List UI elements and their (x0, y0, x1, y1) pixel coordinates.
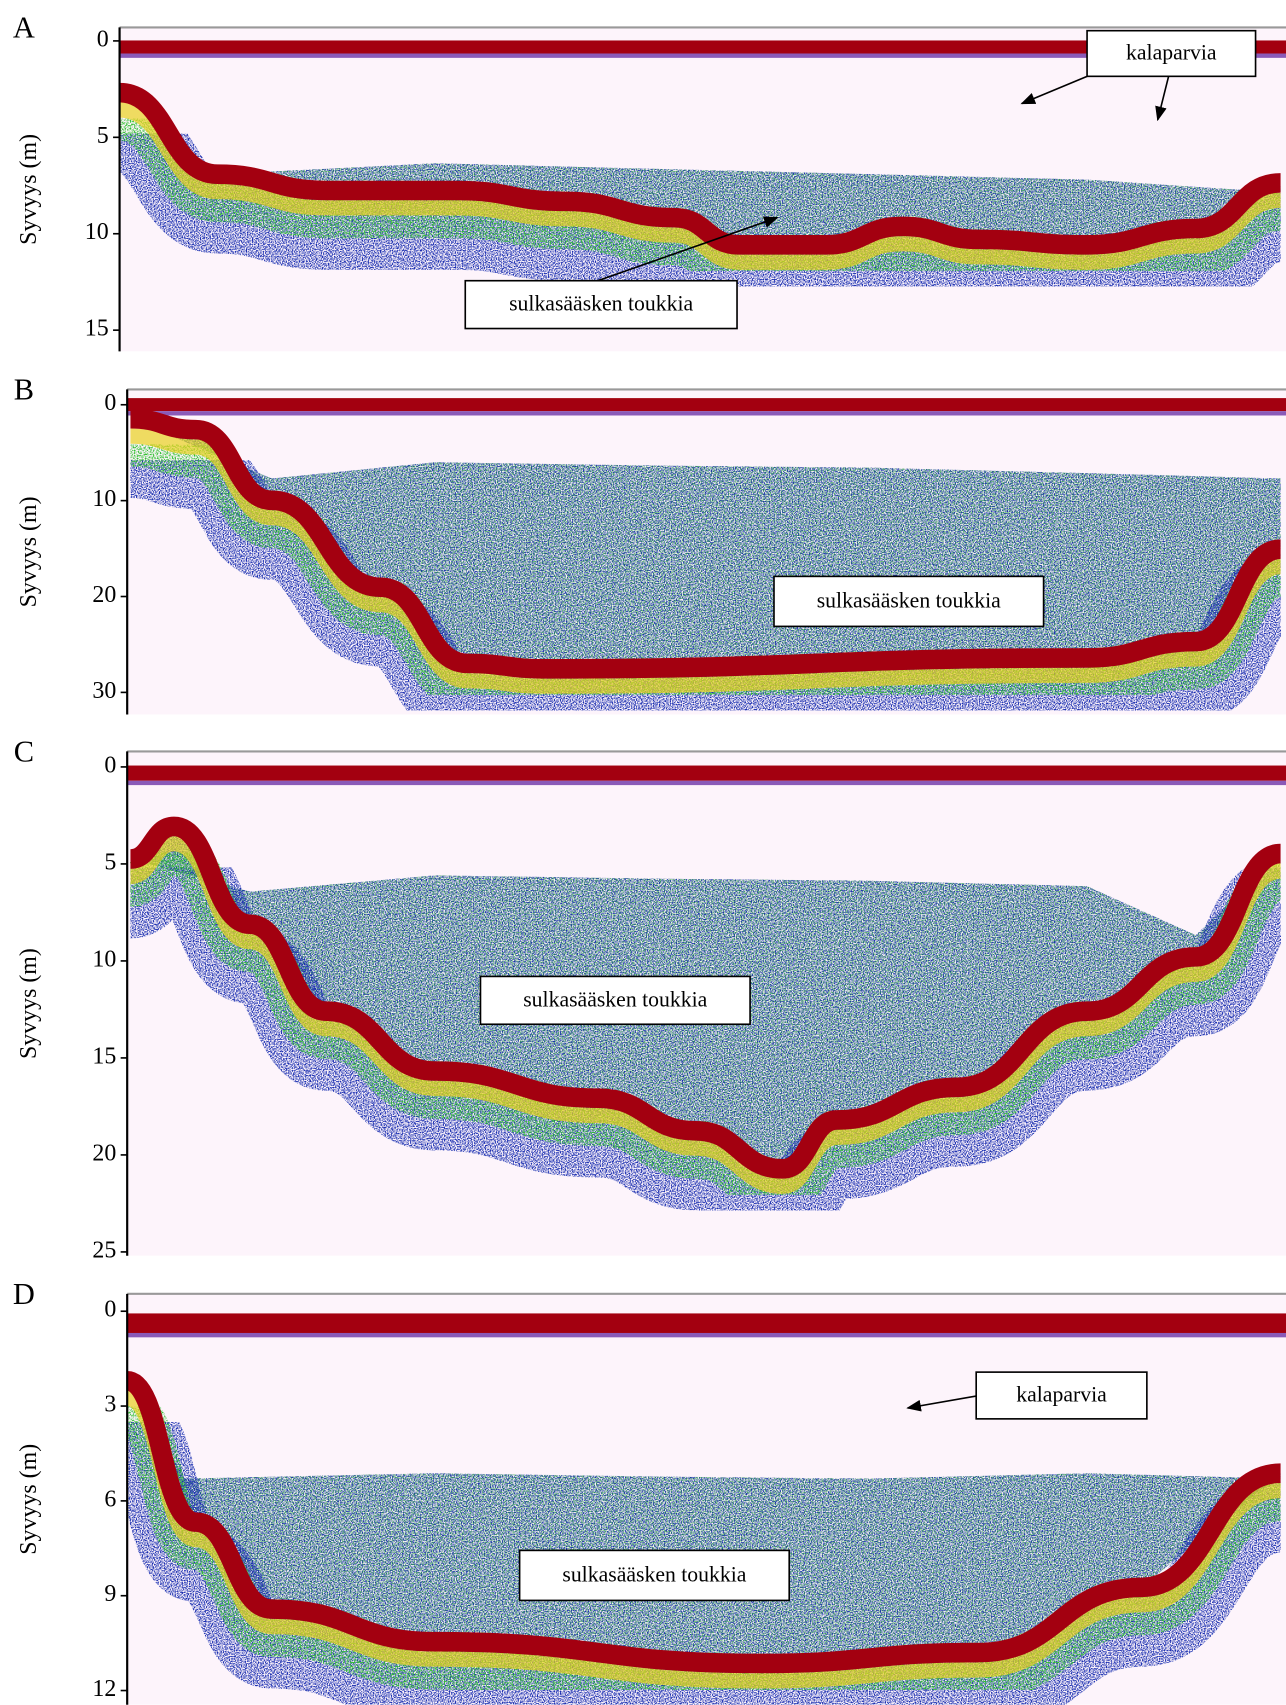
y-tick-label: 0 (104, 1297, 116, 1323)
panel-label: C (14, 735, 34, 769)
annotation: sulkasääsken toukkia (817, 588, 1001, 612)
panel: 0 5 10 15 A Syvyys (m) kalaparvia sulkasääsken … (13, 11, 1286, 352)
y-tick-label: 0 (97, 26, 109, 52)
annotation: sulkasääsken toukkia (562, 1562, 746, 1586)
annotation-box (464, 279, 738, 330)
y-tick-label: 10 (92, 486, 116, 512)
annotation: sulkasääsken toukkia (509, 292, 693, 316)
y-tick-label: 25 (92, 1237, 116, 1263)
y-tick-label: 3 (104, 1392, 116, 1418)
y-axis-title: Syvyys (m) (16, 1444, 42, 1555)
bottom-echo (127, 1371, 1282, 1674)
surface-band-lower (127, 411, 1286, 416)
y-axis-title: Syvyys (m) (16, 496, 42, 607)
y-tick-label: 20 (92, 582, 116, 608)
surface-band (127, 1313, 1286, 1333)
sub-bottom-yellow (119, 102, 1282, 270)
surface-band-lower (127, 1332, 1286, 1338)
annotation-arrow (597, 216, 779, 282)
panel: 0 10 20 30 B Syvyys (m) sulkasääsken toukkia (14, 373, 1286, 715)
panel: 0 5 10 15 20 25 C Syvyys (m) sulkasääsken toukki… (14, 735, 1286, 1263)
annotation-arrow (1020, 75, 1088, 105)
y-tick-label: 20 (92, 1140, 116, 1166)
surface-band-lower (119, 53, 1286, 58)
bottom-echo (119, 82, 1282, 255)
panel: 0 3 6 9 12 D Syvyys (m) kalaparvia sulkasääsken … (13, 1277, 1286, 1705)
y-tick-label: 30 (92, 678, 116, 704)
bottom-echo (128, 816, 1283, 1179)
y-tick-label: 12 (92, 1676, 116, 1702)
y-tick-label: 6 (104, 1486, 116, 1512)
annotation: kalaparvia (1126, 41, 1217, 65)
annotation-arrow (1155, 76, 1170, 122)
larvae-cloud-green (127, 1380, 1281, 1664)
sub-bottom-yellow (130, 428, 1282, 694)
echogram (127, 389, 1286, 715)
y-tick-label: 10 (92, 946, 116, 972)
annotation-box (773, 575, 1045, 628)
y-tick-label: 9 (104, 1581, 116, 1607)
bottom-echo (130, 408, 1282, 679)
y-axis-title: Syvyys (m) (16, 134, 42, 245)
y-tick-label: 0 (104, 390, 116, 416)
panel-label: B (14, 373, 34, 407)
y-tick-label: 15 (85, 316, 109, 342)
sub-bottom-yellow (127, 1390, 1282, 1689)
annotation-arrow (906, 1395, 977, 1412)
y-tick-label: 5 (97, 123, 109, 149)
larvae-cloud-green (119, 92, 1281, 245)
surface-band (127, 398, 1286, 412)
sub-bottom-yellow (129, 836, 1282, 1194)
y-axis-title: Syvyys (m) (16, 948, 42, 1059)
annotation-box (518, 1549, 791, 1602)
annotation: kalaparvia (1016, 1383, 1107, 1407)
y-tick-label: 0 (104, 752, 116, 778)
panel-label: D (13, 1277, 35, 1311)
echogram (127, 1293, 1286, 1705)
y-tick-label: 15 (92, 1043, 116, 1069)
annotation-box (479, 975, 751, 1026)
annotation-box (975, 1371, 1148, 1420)
surface-band-lower (127, 780, 1286, 786)
surface-band (127, 765, 1286, 781)
y-tick-label: 10 (85, 219, 109, 245)
annotation-box (1086, 29, 1257, 78)
annotation: sulkasääsken toukkia (523, 987, 707, 1011)
y-tick-label: 5 (104, 849, 116, 875)
panel-label: A (13, 11, 35, 45)
sub-bottom-green (119, 96, 1283, 293)
surface-band (119, 40, 1286, 54)
